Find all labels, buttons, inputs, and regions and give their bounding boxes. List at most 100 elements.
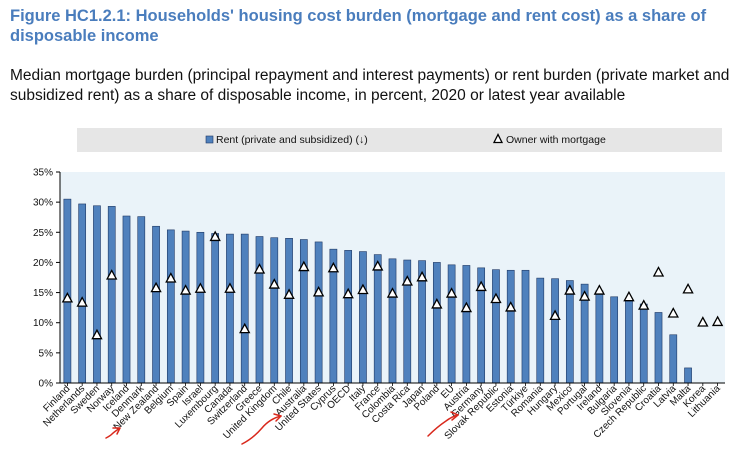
legend-mortgage-marker xyxy=(492,133,504,144)
bar-rent xyxy=(521,269,530,384)
marker-mortgage xyxy=(652,266,665,277)
bar-rent xyxy=(359,251,367,384)
bar-rent xyxy=(669,334,678,384)
bar-rent xyxy=(196,231,205,384)
legend-box xyxy=(77,128,722,152)
x-labels-group: FinlandNetherlandsSwedenNorwayIcelandDen… xyxy=(41,383,723,442)
bar-rent xyxy=(285,238,293,384)
marker-mortgage xyxy=(106,269,118,280)
bar-rent xyxy=(255,236,264,384)
marker-mortgage xyxy=(638,299,650,310)
marker-mortgage xyxy=(682,282,694,294)
bar-rent xyxy=(107,206,116,384)
bar-rent xyxy=(462,265,471,384)
marker-mortgage xyxy=(711,315,724,327)
bar-rent xyxy=(314,241,323,384)
marker-mortgage xyxy=(431,298,443,309)
y-tick-label: 5% xyxy=(39,348,54,359)
y-tick-label: 15% xyxy=(33,288,53,299)
marker-mortgage xyxy=(401,275,413,286)
bar-rent xyxy=(506,269,515,384)
legend-rent-label: Rent (private and subsidized) (↓) xyxy=(216,134,368,146)
marker-mortgage xyxy=(61,292,74,303)
bar-rent xyxy=(166,229,175,384)
marker-mortgage xyxy=(224,282,236,293)
bar-rent xyxy=(93,205,101,384)
bar-rent xyxy=(639,303,648,384)
y-tick-label: 10% xyxy=(33,318,53,329)
marker-mortgage xyxy=(505,301,517,312)
marker-mortgage xyxy=(239,322,251,334)
y-axis: 0% 5% 10% 15% 20% 25% 30% 35% xyxy=(33,168,60,390)
marker-mortgage xyxy=(357,283,369,295)
marker-mortgage xyxy=(475,280,487,292)
marker-mortgage xyxy=(209,230,221,242)
marker-mortgage xyxy=(667,307,679,318)
marker-mortgage xyxy=(490,292,502,304)
marker-mortgage xyxy=(460,301,473,313)
bar-rent xyxy=(211,233,220,384)
y-tick-label: 35% xyxy=(33,168,53,179)
marker-mortgage xyxy=(372,260,384,271)
marker-mortgage xyxy=(386,287,399,298)
y-tick-label: 30% xyxy=(33,198,53,209)
bar-rent xyxy=(152,225,160,384)
markers-group xyxy=(61,230,724,340)
marker-mortgage xyxy=(342,287,354,299)
y-tick-label: 0% xyxy=(39,379,54,390)
bar-rent xyxy=(447,264,456,384)
bar-rent xyxy=(137,216,146,384)
marker-mortgage xyxy=(194,282,207,293)
marker-mortgage xyxy=(179,284,192,295)
figure-subtitle: Median mortgage burden (principal repaym… xyxy=(10,67,730,104)
bar-rent xyxy=(654,312,663,384)
marker-mortgage xyxy=(623,290,635,302)
annotation-arrow-united-kingdom xyxy=(241,413,282,445)
marker-mortgage xyxy=(283,288,295,299)
marker-mortgage xyxy=(416,270,428,282)
marker-mortgage xyxy=(253,263,266,274)
bar-rent xyxy=(344,250,353,384)
bar-rent xyxy=(388,258,397,384)
bar-rent xyxy=(610,296,619,384)
bar-rent xyxy=(373,254,382,384)
legend-rent-swatch xyxy=(205,135,214,144)
legend-mortgage-label: Owner with mortgage xyxy=(506,134,606,146)
bar-rent xyxy=(565,280,574,384)
marker-mortgage xyxy=(327,261,340,273)
bar-rent xyxy=(432,262,441,384)
bar-rent xyxy=(181,230,190,384)
figure-title: Figure HC1.2.1: Households' housing cost… xyxy=(10,7,707,45)
bar-rent xyxy=(240,233,249,384)
marker-mortgage xyxy=(268,278,280,289)
bar-rent xyxy=(684,367,692,384)
annotation-arrows xyxy=(105,411,459,445)
marker-mortgage xyxy=(165,272,177,283)
marker-mortgage xyxy=(298,260,310,272)
marker-mortgage xyxy=(76,296,88,307)
marker-mortgage xyxy=(549,309,561,321)
annotation-arrow-eu xyxy=(427,411,459,437)
bar-rent xyxy=(551,278,559,384)
bar-rent xyxy=(78,203,87,384)
marker-mortgage xyxy=(697,316,709,327)
marker-mortgage xyxy=(150,281,162,293)
bar-rent xyxy=(270,237,279,384)
bar-rent xyxy=(595,290,604,384)
y-tick-label: 20% xyxy=(33,258,53,269)
marker-mortgage xyxy=(578,290,591,301)
marker-mortgage xyxy=(312,286,325,297)
y-tick-label: 25% xyxy=(33,228,53,239)
bar-rent xyxy=(226,233,234,384)
bar-rent xyxy=(625,298,633,384)
marker-mortgage xyxy=(91,328,103,340)
marker-mortgage xyxy=(445,287,458,298)
marker-mortgage xyxy=(593,284,606,295)
bar-rent xyxy=(122,215,131,384)
bar-rent xyxy=(536,277,545,384)
bar-rent xyxy=(63,198,72,384)
annotation-arrow-new-zealand xyxy=(105,427,121,439)
bar-rent xyxy=(492,269,500,384)
marker-mortgage xyxy=(564,284,576,295)
